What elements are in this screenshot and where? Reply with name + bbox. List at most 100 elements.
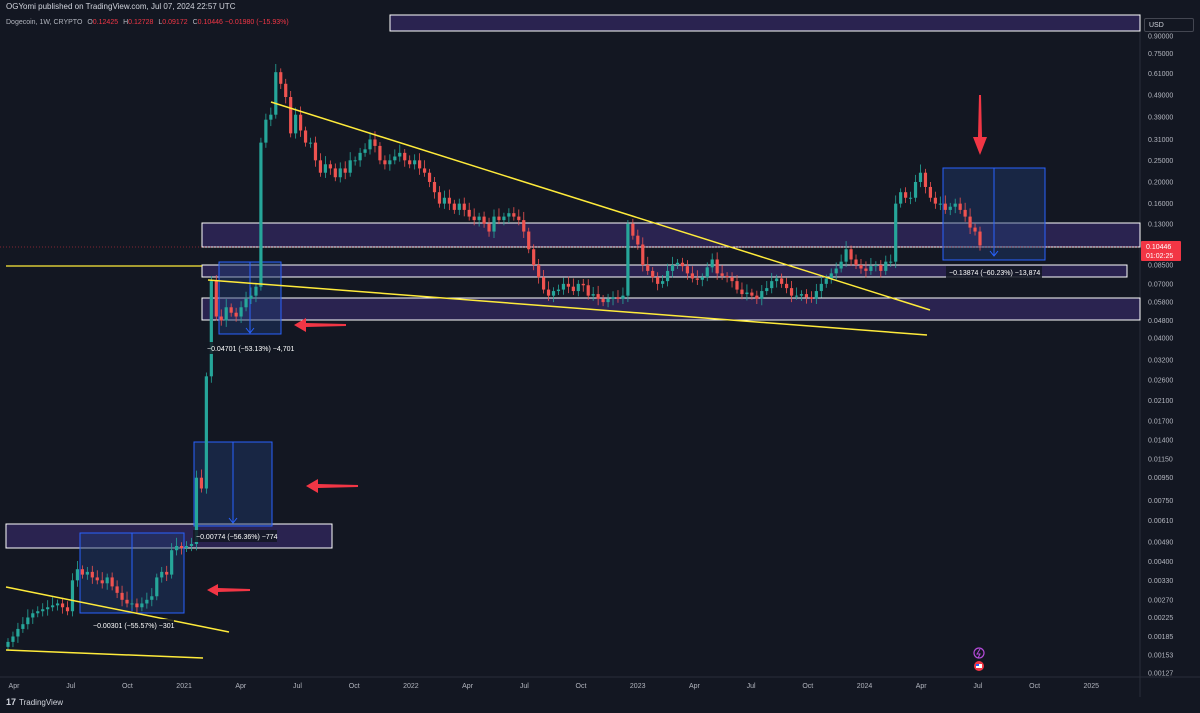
measure-box-3 bbox=[218, 261, 282, 335]
measure-box-2 bbox=[193, 441, 273, 527]
price-tick-label: 0.07000 bbox=[1148, 281, 1173, 288]
price-tick-label: 0.49000 bbox=[1148, 93, 1173, 100]
candle-body bbox=[418, 160, 422, 169]
candle-body bbox=[199, 477, 204, 489]
candle-body bbox=[318, 160, 323, 173]
trendline-descending bbox=[270, 101, 931, 311]
candle-body bbox=[908, 197, 913, 199]
measure-label-3: −0.04701 (−53.13%) −4,701 bbox=[204, 342, 298, 354]
candle-body bbox=[517, 216, 521, 221]
price-tick-label: 0.16000 bbox=[1148, 201, 1173, 208]
footer-brand: 17 TradingView bbox=[6, 697, 63, 707]
candle-body bbox=[537, 265, 541, 278]
candle-body bbox=[224, 307, 228, 321]
price-tick-label: 0.01150 bbox=[1148, 457, 1173, 464]
trendline-support bbox=[207, 279, 928, 336]
candle-body bbox=[363, 149, 367, 153]
candle-body bbox=[889, 261, 893, 263]
candle-body bbox=[611, 297, 615, 299]
time-tick-label: Jul bbox=[747, 683, 756, 690]
time-tick-label: Apr bbox=[235, 683, 247, 690]
high-label: H bbox=[123, 19, 129, 26]
price-tick-label: 0.13000 bbox=[1148, 221, 1173, 228]
candle-body bbox=[408, 160, 412, 165]
candle-body bbox=[829, 273, 833, 279]
candle-body bbox=[338, 168, 342, 178]
candle-body bbox=[343, 168, 347, 173]
candle-body bbox=[690, 273, 694, 279]
zone-0.055 bbox=[201, 297, 1141, 321]
candle-body bbox=[507, 213, 511, 217]
candle-body bbox=[512, 213, 516, 217]
candle-body bbox=[432, 181, 437, 193]
candle-body bbox=[80, 569, 84, 575]
candle-body bbox=[656, 277, 660, 284]
time-tick-label: Jul bbox=[293, 683, 302, 690]
price-axis[interactable]: 0.90000 0.75000 0.61000 0.49000 0.39000 0.310… bbox=[1148, 34, 1173, 678]
candle-body bbox=[938, 203, 942, 205]
candle-body bbox=[298, 114, 303, 131]
candle-body bbox=[904, 192, 908, 198]
measure-label-1: −0.00301 (−55.57%) −301 bbox=[90, 619, 175, 631]
candle-body bbox=[839, 261, 843, 269]
time-axis[interactable]: Apr Jul Oct 2021 Apr Jul Oct 2022 Apr Jul Oct 2023 A… bbox=[9, 683, 1100, 690]
candle-body bbox=[884, 261, 888, 271]
price-tick-label: 0.31000 bbox=[1148, 137, 1173, 144]
price-tick-label: 0.39000 bbox=[1148, 115, 1173, 122]
candle-body bbox=[928, 186, 933, 198]
published-note: OGYomi published on TradingView.com, Jul… bbox=[6, 2, 236, 11]
candle-body bbox=[581, 283, 585, 286]
time-tick-label: Oct bbox=[802, 683, 813, 690]
price-tick-label: 0.03200 bbox=[1148, 357, 1173, 364]
candle-body bbox=[368, 139, 372, 150]
measure-box-4 bbox=[942, 167, 1046, 261]
candle-body bbox=[219, 316, 223, 321]
candle-body bbox=[16, 628, 20, 637]
candle-body bbox=[601, 298, 605, 303]
candle-body bbox=[760, 291, 764, 299]
candle-body bbox=[596, 294, 600, 299]
zone-0.13 bbox=[201, 222, 1141, 248]
close-value: 0.10446 bbox=[197, 19, 223, 26]
candle-body bbox=[442, 197, 447, 204]
candle-body bbox=[973, 227, 977, 232]
candle-body bbox=[378, 145, 382, 161]
candle-body bbox=[665, 270, 670, 282]
candle-body bbox=[745, 292, 749, 295]
candle-body bbox=[274, 72, 278, 115]
trendline-lower-1 bbox=[5, 586, 230, 633]
high-value: 0.12728 bbox=[128, 19, 154, 26]
candle-body bbox=[21, 624, 25, 629]
candle-body bbox=[789, 288, 794, 296]
candle-body bbox=[229, 307, 233, 313]
time-tick-label: 2021 bbox=[176, 683, 192, 690]
candle-body bbox=[130, 603, 134, 605]
price-tick-label: 0.00127 bbox=[1148, 671, 1173, 678]
candle-body bbox=[522, 220, 526, 232]
price-tick-label: 0.00750 bbox=[1148, 498, 1173, 505]
candle-body bbox=[254, 286, 258, 296]
price-tick-label: 0.00270 bbox=[1148, 597, 1173, 604]
candle-body bbox=[348, 160, 352, 173]
symbol-name: Dogecoin, 1W, CRYPTO bbox=[6, 19, 83, 26]
candle-body bbox=[616, 297, 620, 299]
zone-0.005 bbox=[5, 523, 333, 549]
candle-body bbox=[804, 294, 809, 298]
time-tick-label: Jul bbox=[66, 683, 75, 690]
candle-body bbox=[70, 580, 75, 612]
candle-body bbox=[606, 298, 610, 303]
candle-body bbox=[308, 142, 313, 144]
candle-body bbox=[115, 586, 119, 593]
flag-icon[interactable] bbox=[974, 661, 984, 671]
price-tick-label: 0.01700 bbox=[1148, 419, 1173, 426]
candle-body bbox=[740, 289, 744, 295]
candle-body bbox=[933, 197, 937, 204]
lightning-icon[interactable] bbox=[973, 647, 985, 659]
currency-selector[interactable]: USD bbox=[1144, 18, 1194, 32]
candle-body bbox=[145, 599, 149, 604]
candle-body bbox=[680, 262, 685, 267]
price-tick-label: 0.90000 bbox=[1148, 34, 1173, 41]
candle-body bbox=[234, 312, 238, 317]
bar-countdown: 01:02:25 bbox=[1146, 253, 1173, 260]
